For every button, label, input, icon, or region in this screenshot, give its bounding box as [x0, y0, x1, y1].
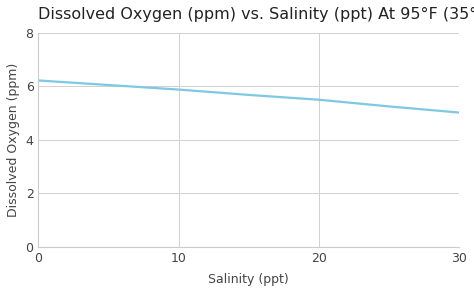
Y-axis label: Dissolved Oxygen (ppm): Dissolved Oxygen (ppm) — [7, 63, 20, 217]
X-axis label: Salinity (ppt): Salinity (ppt) — [209, 273, 289, 286]
Text: Dissolved Oxygen (ppm) vs. Salinity (ppt) At 95°F (35°C): Dissolved Oxygen (ppm) vs. Salinity (ppt… — [38, 7, 474, 22]
